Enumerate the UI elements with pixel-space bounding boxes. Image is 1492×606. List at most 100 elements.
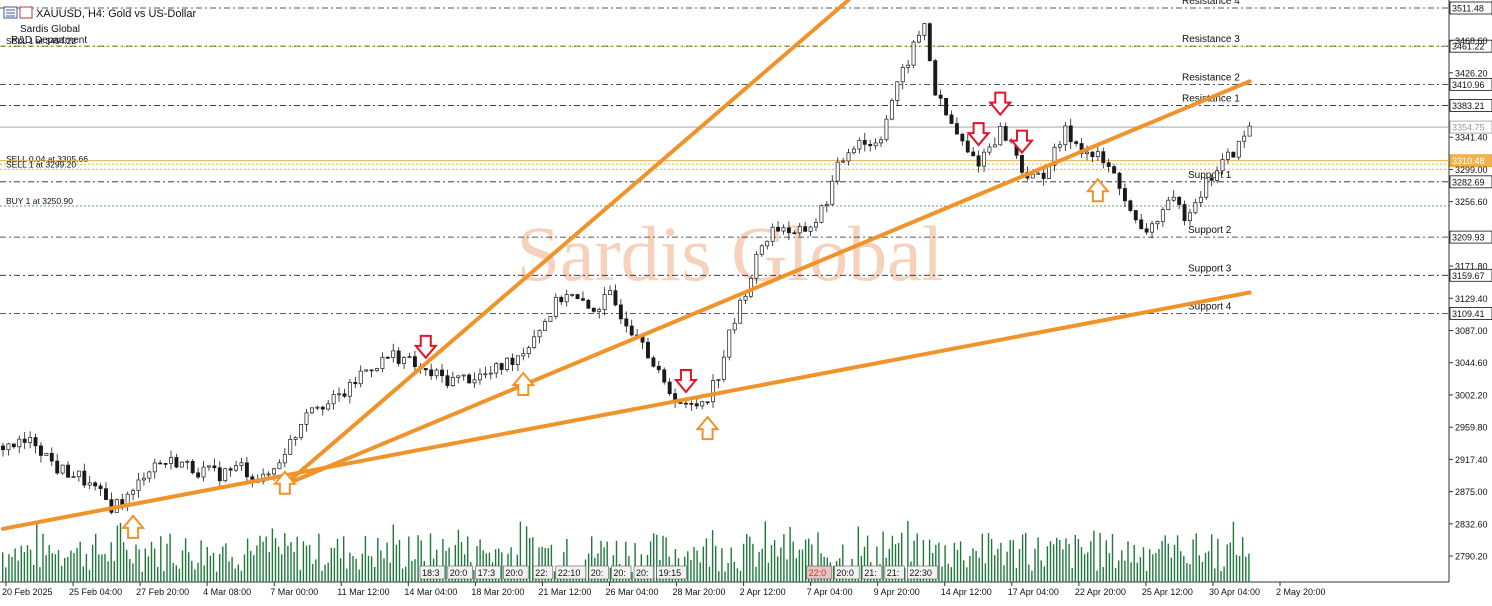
x-tick-label: 18 Mar 20:00	[471, 587, 524, 597]
trendline[interactable]	[282, 79, 1252, 487]
candle	[884, 115, 889, 142]
volume-bar	[904, 568, 906, 582]
volume-bar	[944, 545, 946, 582]
volume-bar	[755, 566, 757, 582]
candle	[131, 488, 136, 501]
volume-bar	[721, 548, 723, 582]
session-label: 20:0	[834, 565, 860, 580]
volume-bar	[1071, 568, 1073, 582]
trade-label: SELL 1 at 3454.22	[6, 36, 76, 46]
volume-bar	[98, 554, 100, 582]
y-tick-label: 2917.40	[1455, 455, 1488, 465]
candle	[33, 433, 38, 454]
svg-text:3511.48: 3511.48	[1452, 3, 1484, 13]
volume-bar	[405, 566, 407, 582]
volume-bar	[95, 533, 97, 582]
candle	[364, 369, 369, 372]
candle	[1020, 154, 1024, 178]
volume-bar	[959, 541, 962, 582]
sell-arrow-icon	[988, 91, 1013, 117]
svg-text:20:: 20:	[591, 568, 604, 578]
candle	[1003, 122, 1008, 142]
x-tick-label: 14 Mar 04:00	[404, 587, 457, 597]
volume-bar	[126, 549, 128, 582]
volume-bar	[1118, 560, 1120, 582]
candle	[44, 452, 49, 456]
volume-bar	[281, 554, 283, 582]
volume-bar	[448, 547, 450, 582]
volume-bar	[411, 560, 413, 582]
candle	[868, 139, 873, 152]
candle	[17, 435, 22, 454]
volume-bar	[457, 529, 460, 582]
candle	[982, 148, 986, 173]
candle	[1155, 220, 1160, 230]
volume-bar	[1034, 548, 1036, 582]
y-tick-label: 3002.20	[1455, 390, 1488, 400]
volume-bar	[445, 550, 447, 582]
volume-bar	[752, 543, 754, 582]
trendline[interactable]	[1, 290, 1252, 531]
volume-bar	[308, 544, 311, 582]
volume-bar	[1000, 542, 1002, 582]
volume-bar	[702, 546, 704, 582]
volume-bar	[1021, 534, 1024, 582]
candle	[1160, 207, 1165, 228]
volume-bar	[370, 556, 373, 582]
volume-bar	[1211, 534, 1213, 582]
y-tick-label: 2832.60	[1455, 519, 1488, 529]
volume-bar	[265, 536, 267, 582]
candle	[163, 463, 168, 468]
volume-bar	[1214, 568, 1216, 582]
candle	[830, 175, 835, 206]
volume-bar	[178, 568, 181, 582]
candle	[537, 329, 542, 344]
volume-bar	[374, 566, 376, 582]
volume-bar	[339, 558, 342, 582]
volume-bar	[699, 562, 701, 582]
volume-bar	[29, 549, 32, 582]
candle	[293, 436, 298, 446]
candle	[1139, 213, 1144, 230]
candle	[1231, 151, 1236, 158]
volume-bar	[358, 569, 360, 582]
session-label: 22:	[532, 565, 554, 580]
volume-bar	[891, 535, 894, 582]
volume-bar	[460, 542, 463, 582]
volume-bar	[687, 551, 689, 582]
candle	[944, 97, 949, 117]
candle	[1122, 183, 1127, 207]
volume-bar	[262, 541, 264, 582]
candle	[60, 464, 65, 475]
volume-bar	[172, 562, 174, 582]
candle	[543, 318, 547, 331]
volume-bar	[804, 539, 807, 582]
volume-bar	[420, 540, 422, 582]
volume-bar	[715, 545, 717, 582]
symbol-icon[interactable]	[19, 6, 33, 19]
volume-bar	[1220, 570, 1222, 582]
trade-label: SELL 1 at 3299.20	[6, 159, 76, 169]
svg-text:3410.96: 3410.96	[1452, 80, 1485, 90]
volume-bar	[231, 556, 233, 582]
candle	[1090, 151, 1095, 163]
volume-bar	[256, 545, 258, 582]
volume-bar	[1176, 535, 1179, 582]
candle	[1128, 199, 1133, 212]
volume-bar	[634, 543, 636, 582]
volume-bar	[11, 556, 13, 582]
volume-bar	[2, 552, 4, 582]
candle	[1095, 145, 1100, 161]
volume-bar	[832, 566, 835, 582]
candle	[71, 471, 76, 479]
svg-text:22:0: 22:0	[809, 568, 827, 578]
candle	[857, 137, 862, 154]
candle	[954, 117, 959, 135]
volume-bar	[863, 546, 866, 582]
volume-bar	[414, 559, 416, 582]
trendline[interactable]	[282, 0, 851, 487]
candle	[1144, 223, 1149, 235]
candle	[505, 357, 510, 372]
